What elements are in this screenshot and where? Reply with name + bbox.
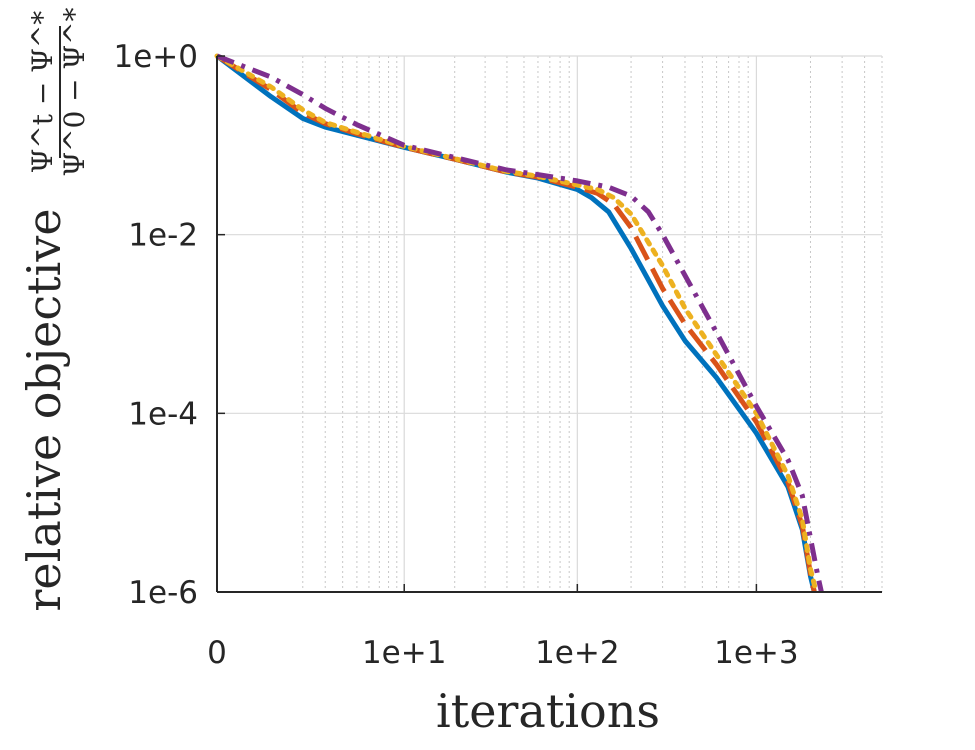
y-tick-label: 1e+0	[114, 39, 199, 75]
series-line-1	[215, 54, 817, 593]
series-line-3	[214, 53, 819, 595]
y-axis-fraction-numerator: Ψ^t − Ψ^*	[26, 11, 59, 174]
grid-layer	[217, 55, 883, 593]
x-tick-label: 1e+2	[535, 635, 620, 671]
y-axis-title: relative objective	[17, 208, 71, 611]
x-axis-title: iterations	[436, 684, 660, 738]
tick-labels: 0 1e+1 1e+2 1e+3 1e+0 1e-2 1e-4 1e-6	[114, 39, 799, 671]
series-layer	[214, 53, 824, 595]
y-axis-fraction-denominator: Ψ^0 − Ψ^*	[58, 7, 91, 176]
x-tick-label: 1e+1	[362, 635, 447, 671]
y-tick-label: 1e-4	[128, 396, 198, 432]
x-tick-label: 1e+3	[714, 635, 799, 671]
y-tick-label: 1e-2	[128, 218, 198, 254]
y-tick-label: 1e-6	[128, 575, 198, 611]
axis-layer	[216, 55, 882, 593]
y-axis-title-group: relative objective Ψ^t − Ψ^* Ψ^0 − Ψ^*	[17, 7, 91, 611]
series-line-4	[216, 53, 824, 593]
x-tick-label: 0	[207, 635, 227, 671]
series-line-2	[215, 53, 817, 593]
